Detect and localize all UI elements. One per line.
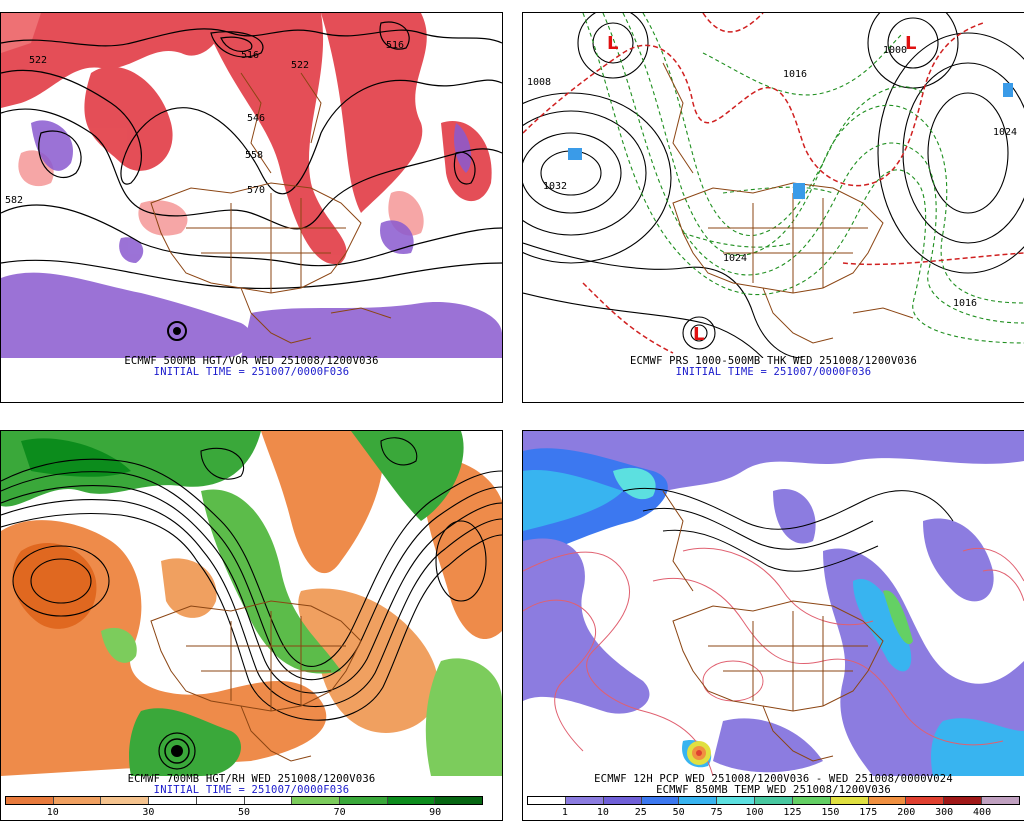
vorticity-map: 522 516 546 558 570 582 522 516	[1, 13, 502, 358]
height-contours	[1, 437, 502, 721]
contour-label: 582	[5, 195, 23, 206]
isobar-label: 1016	[783, 69, 807, 80]
geography-borders	[662, 490, 884, 762]
colorbar-tick-label: 70	[333, 807, 346, 818]
panel-caption-title: ECMWF 12H PCP WED 251008/1200V036 - WED …	[594, 773, 953, 785]
colorbar-swatch	[603, 797, 642, 804]
thickness-contours	[582, 13, 1024, 344]
isobar-label: 1000	[883, 45, 907, 56]
low-pressure-label: L	[693, 324, 704, 345]
rh-colorbar-ticks: 10 30 50 70 90	[5, 807, 483, 819]
contour-label: 522	[291, 60, 309, 71]
precip-spot	[568, 148, 582, 160]
colorbar-swatch	[982, 797, 1019, 804]
colorbar-tick-label: 300	[935, 807, 954, 818]
colorbar-swatch	[149, 797, 197, 804]
geography-borders	[150, 72, 392, 344]
colorbar-swatch	[339, 797, 388, 804]
colorbar-swatch	[868, 797, 907, 804]
colorbar-swatch	[717, 797, 756, 804]
panel-caption-init-time: INITIAL TIME = 251007/0000F036	[675, 366, 872, 378]
colorbar-swatch	[435, 797, 483, 804]
colorbar-tick-label: 100	[745, 807, 764, 818]
panel-12h-pcp-850mb-temp: ECMWF 12H PCP WED 251008/1200V036 - WED …	[522, 430, 1024, 821]
panel-caption-init-time: INITIAL TIME = 251007/0000F036	[153, 784, 350, 796]
colorbar-tick-label: 200	[897, 807, 916, 818]
low-pressure-label: L	[905, 33, 916, 54]
geography-borders	[662, 62, 914, 344]
vorticity-positive-shading	[1, 13, 492, 265]
hurricane-marker	[687, 741, 711, 765]
colorbar-tick-label: 175	[859, 807, 878, 818]
precipitation-shading	[523, 431, 1024, 776]
colorbar-swatch	[565, 797, 604, 804]
colorbar-tick-label: 50	[237, 807, 251, 818]
isobar-label: 1024	[723, 253, 747, 264]
geography-borders	[150, 600, 362, 762]
moist-shading	[1, 431, 502, 776]
hurricane-marker	[158, 732, 196, 770]
isobar-label: 1016	[953, 298, 977, 309]
panel-caption-title: ECMWF 700MB HGT/RH WED 251008/1200V036	[127, 773, 376, 785]
rh-colorbar	[5, 796, 483, 805]
isobars	[523, 13, 1024, 358]
isobar-label: 1024	[993, 127, 1017, 138]
colorbar-tick-label: 25	[634, 807, 647, 818]
colorbar-tick-label: 400	[973, 807, 992, 818]
colorbar-swatch	[528, 797, 566, 804]
pressure-thickness-map: L L L 1032 1024 1016 1008 1024 1016 1000	[523, 13, 1024, 358]
colorbar-tick-label: 90	[429, 807, 442, 818]
colorbar-swatch	[244, 797, 293, 804]
colorbar-swatch	[387, 797, 436, 804]
colorbar-tick-label: 10	[596, 807, 609, 818]
contour-label: 546	[247, 113, 265, 124]
colorbar-swatch	[101, 797, 150, 804]
contour-label: 516	[241, 50, 259, 61]
colorbar-swatch	[830, 797, 869, 804]
colorbar-tick-label: 75	[710, 807, 723, 818]
contour-label: 558	[245, 150, 263, 161]
colorbar-tick-label: 1	[561, 807, 568, 818]
low-pressure-label: L	[607, 33, 618, 54]
colorbar-swatch	[944, 797, 983, 804]
colorbar-swatch	[196, 797, 245, 804]
precip-spot	[1003, 83, 1013, 97]
panel-caption-title: ECMWF PRS 1000-500MB THK WED 251008/1200…	[630, 355, 917, 367]
vorticity-negative-shading	[1, 120, 502, 358]
panel-caption-init-time: INITIAL TIME = 251007/0000F036	[153, 366, 350, 378]
panel-caption-subtitle: ECMWF 850MB TEMP WED 251008/1200V036	[656, 784, 891, 796]
colorbar-tick-label: 10	[46, 807, 59, 818]
colorbar-tick-label: 150	[821, 807, 840, 818]
colorbar-swatch	[755, 797, 793, 804]
relative-humidity-map	[1, 431, 502, 776]
panel-caption-title: ECMWF 500MB HGT/VOR WED 251008/1200V036	[124, 355, 379, 367]
temperature-contours-cold	[622, 487, 954, 572]
precipitation-temperature-map	[523, 431, 1024, 776]
height-contours	[1, 21, 502, 290]
contour-label: 516	[386, 40, 404, 51]
colorbar-swatch	[906, 797, 945, 804]
contour-label: 570	[247, 185, 265, 196]
colorbar-swatch	[6, 797, 54, 804]
dry-shading	[1, 431, 502, 776]
thickness-540-line	[523, 13, 1024, 354]
colorbar-swatch	[679, 797, 718, 804]
panel-prs-thk: L L L 1032 1024 1016 1008 1024 1016 1000…	[522, 12, 1024, 403]
colorbar-swatch	[292, 797, 340, 804]
colorbar-swatch	[792, 797, 831, 804]
isobar-label: 1032	[543, 181, 567, 192]
precip-colorbar	[527, 796, 1020, 805]
contour-label: 522	[29, 55, 47, 66]
panel-700mb-hgt-rh: ECMWF 700MB HGT/RH WED 251008/1200V036 I…	[0, 430, 503, 821]
colorbar-tick-label: 30	[142, 807, 155, 818]
isobar-label: 1008	[527, 77, 551, 88]
hurricane-marker	[167, 321, 187, 341]
precip-colorbar-ticks: 1 10 25 50 75 100 125 150 175 200 300 400	[527, 807, 1020, 819]
precip-spot	[793, 183, 805, 199]
panel-500mb-hgt-vor: 522 516 546 558 570 582 522 516 ECMWF 50…	[0, 12, 503, 403]
colorbar-swatch	[53, 797, 102, 804]
colorbar-tick-label: 50	[672, 807, 685, 818]
colorbar-tick-label: 125	[783, 807, 802, 818]
colorbar-swatch	[641, 797, 680, 804]
